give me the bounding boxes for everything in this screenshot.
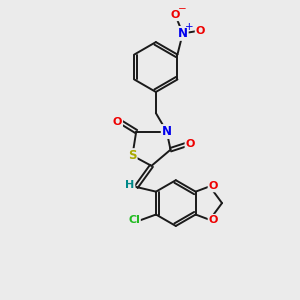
Text: O: O <box>113 117 122 127</box>
Text: −: − <box>178 4 186 14</box>
Text: O: O <box>196 26 205 35</box>
Text: O: O <box>171 10 180 20</box>
Text: O: O <box>185 140 195 149</box>
Text: N: N <box>162 125 172 138</box>
Text: O: O <box>208 182 218 191</box>
Text: +: + <box>185 22 194 32</box>
Text: O: O <box>208 215 218 225</box>
Text: S: S <box>128 149 137 162</box>
Text: Cl: Cl <box>128 215 140 225</box>
Text: N: N <box>178 27 188 40</box>
Text: H: H <box>125 181 134 190</box>
